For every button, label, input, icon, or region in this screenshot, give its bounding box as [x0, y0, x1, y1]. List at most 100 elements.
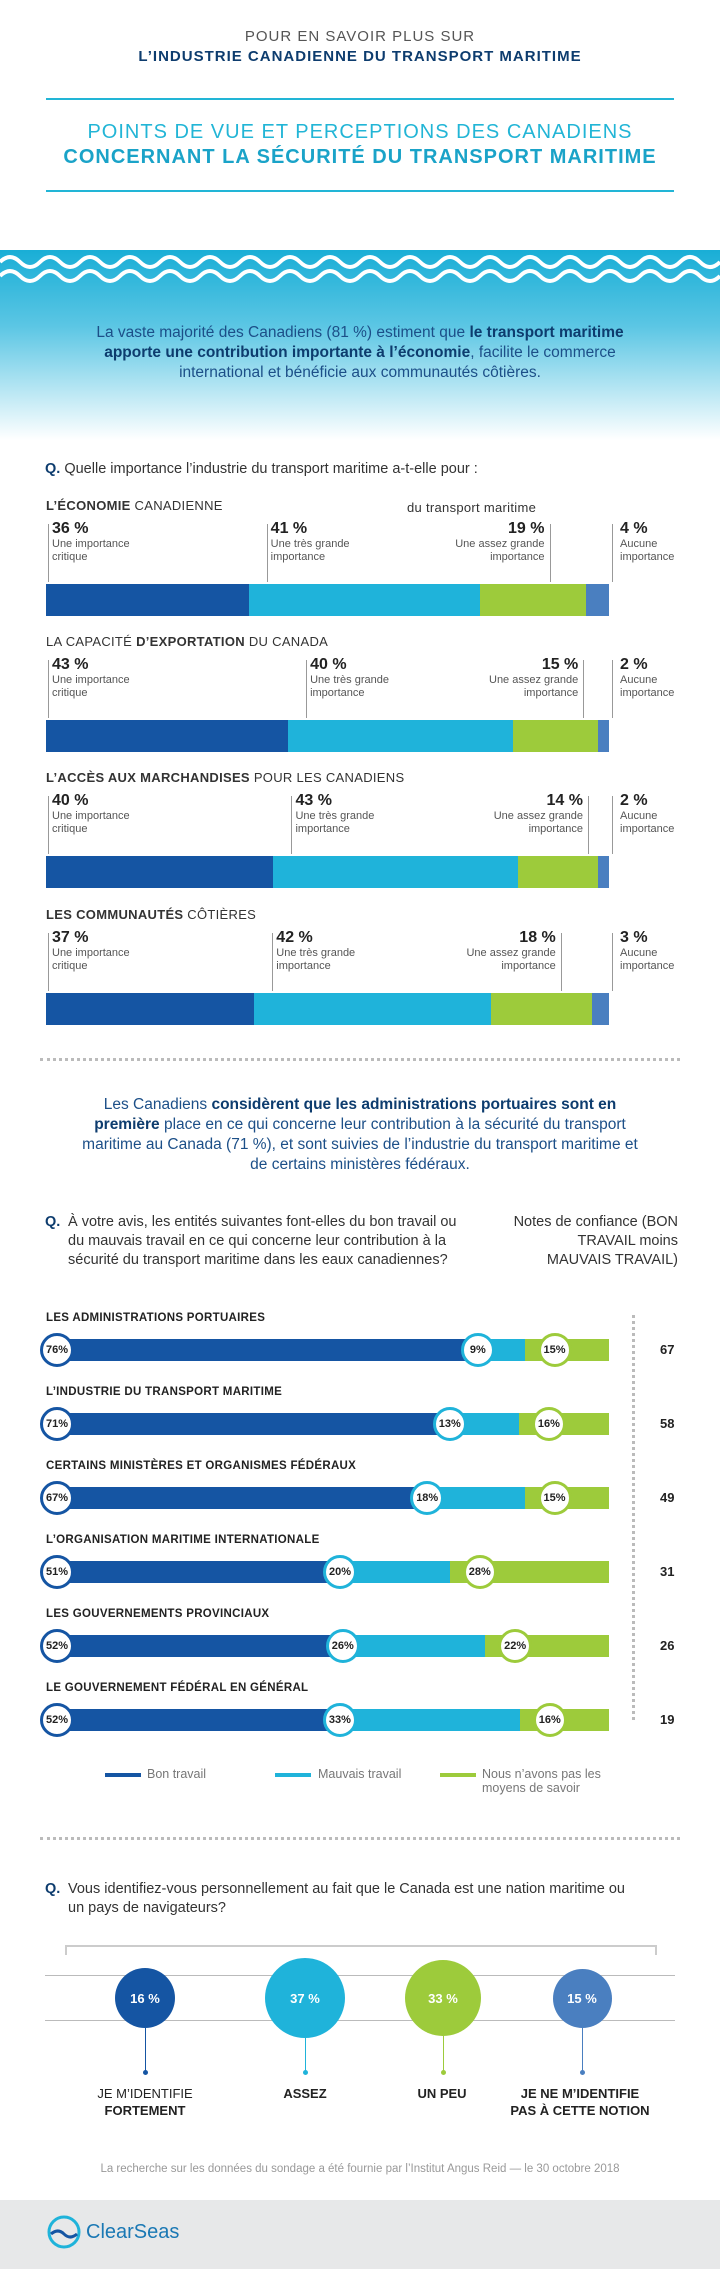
importance-segment-3-2 — [273, 856, 518, 888]
importance-pct: 43 % — [295, 792, 332, 809]
entity-value-circle: 13% — [432, 1407, 467, 1441]
leader-line — [48, 660, 49, 718]
importance-segment-4-3 — [490, 993, 593, 1025]
confidence-score-header: Notes de confiance (BON TRAVAIL moins MA… — [513, 1214, 678, 1268]
option-fairly: ASSEZ — [283, 2086, 327, 2101]
circle-stem-dot — [580, 2070, 585, 2075]
importance-label-text: Une importance critique — [52, 674, 130, 699]
entity-value-circle: 15% — [537, 1333, 572, 1367]
importance-label-1-1: 36 % Une importance critique — [52, 520, 162, 564]
confidence-score-6: 19 — [660, 1712, 675, 1727]
identification-circle-3: 33 % — [405, 1960, 481, 2036]
entity-title-3: CERTAINS MINISTÈRES ET ORGANISMES FÉDÉRA… — [46, 1460, 357, 1472]
page-title-line-1: POINTS DE VUE ET PERCEPTIONS DES CANADIE… — [87, 121, 633, 143]
legend-swatch-bad — [275, 1773, 311, 1777]
leader-line — [612, 660, 613, 718]
importance-label-text: Une assez grande importance — [455, 538, 545, 563]
confidence-score-3: 49 — [660, 1490, 675, 1505]
entity-segment-6-2 — [335, 1709, 520, 1731]
entity-value-circle: 20% — [323, 1555, 358, 1589]
circle-stem-dot — [441, 2070, 446, 2075]
importance-label-text: Aucune importance — [620, 810, 675, 835]
kicker-line-1: POUR EN SAVOIR PLUS SUR — [244, 28, 476, 45]
importance-pct: 41 % — [270, 520, 308, 537]
logo-text[interactable]: ClearSeas — [86, 2221, 180, 2243]
importance-pct: 4 % — [620, 520, 648, 537]
leader-line — [48, 796, 49, 854]
importance-pct: 18 % — [519, 929, 556, 946]
entity-value-circle: 18% — [410, 1481, 445, 1515]
entity-value-circle: 51% — [40, 1555, 74, 1589]
entity-value-circle: 52% — [40, 1703, 74, 1737]
entity-title-2: L’INDUSTRIE DU TRANSPORT MARITIME — [46, 1386, 283, 1398]
confidence-score-1: 67 — [660, 1342, 675, 1357]
legend-swatch-unknown — [440, 1773, 476, 1777]
entity-value-circle: 16% — [532, 1703, 567, 1737]
importance-label-text: Une très grande importance — [295, 810, 375, 835]
circle-stem — [443, 2036, 444, 2072]
importance-pct: 37 % — [52, 929, 89, 946]
entity-value-circle: 67% — [40, 1481, 74, 1515]
option-strongly: JE M’IDENTIFIE FORTEMENT — [97, 2086, 193, 2118]
importance-segment-1-4 — [586, 584, 609, 616]
importance-segment-1-2 — [248, 584, 480, 616]
entity-value-circle: 33% — [322, 1703, 357, 1737]
entity-value-circle: 9% — [460, 1333, 495, 1367]
q3-question: Vous identifiez-vous personnellement au … — [68, 1881, 625, 1916]
importance-bar-1 — [46, 584, 609, 616]
entity-value-circle: 76% — [40, 1333, 74, 1367]
importance-label-2-4: 2 % Aucune importance — [620, 656, 700, 700]
importance-bar-3 — [46, 856, 609, 888]
confidence-score-4: 31 — [660, 1564, 675, 1579]
importance-pct: 14 % — [546, 792, 583, 809]
importance-segment-2-4 — [597, 720, 609, 752]
leader-line — [266, 524, 268, 582]
importance-label-text: Une importance critique — [52, 947, 130, 972]
page-title-line-2: CONCERNANT LA SÉCURITÉ DU TRANSPORT MARI… — [63, 146, 657, 168]
importance-label-text: Aucune importance — [620, 674, 675, 699]
entity-segment-3-1 — [46, 1487, 424, 1509]
confidence-score-2: 58 — [660, 1416, 675, 1431]
importance-label-text: Une très grande importance — [310, 674, 389, 699]
importance-segment-4-1 — [46, 993, 255, 1025]
importance-label-text: Une très grande importance — [270, 538, 350, 563]
entity-title-6: LE GOUVERNEMENT FÉDÉRAL EN GÉNÉRAL — [46, 1682, 309, 1694]
importance-pct: 40 % — [310, 656, 347, 673]
entity-title-1: LES ADMINISTRATIONS PORTUAIRES — [46, 1312, 266, 1324]
importance-segment-1-1 — [46, 584, 249, 616]
entity-bar-1 — [46, 1339, 609, 1361]
option-somewhat: UN PEU — [417, 2086, 467, 2101]
entity-segment-5-1 — [46, 1635, 339, 1657]
importance-label-text: Une assez grande importance — [466, 947, 556, 972]
top-rule — [46, 98, 674, 100]
circle-stem-dot — [303, 2070, 308, 2075]
importance-segment-1-3 — [479, 584, 587, 616]
leader-line — [48, 524, 49, 582]
section-title-4: LES COMMUNAUTÉS CÔTIÈRES — [46, 907, 257, 922]
title-rule — [46, 190, 674, 192]
leader-line — [48, 933, 49, 991]
importance-label-2-2: 40 % Une très grande importance — [310, 656, 420, 700]
entity-segment-5-2 — [338, 1635, 486, 1657]
entity-value-circle: 22% — [498, 1629, 533, 1663]
importance-pct: 2 % — [620, 792, 648, 809]
importance-label-3-2: 43 % Une très grande importance — [295, 792, 405, 836]
importance-label-3-1: 40 % Une importance critique — [52, 792, 162, 836]
leader-line — [612, 524, 613, 582]
section-title-1: L’ÉCONOMIE CANADIENNE — [46, 498, 223, 513]
entity-segment-6-1 — [46, 1709, 336, 1731]
q2-question: À votre avis, les entités suivantes font… — [68, 1214, 457, 1268]
intro-text: La vaste majorité des Canadiens (81 %) e… — [96, 324, 624, 381]
entity-bar-2 — [46, 1413, 609, 1435]
entity-title-4: L’ORGANISATION MARITIME INTERNATIONALE — [46, 1534, 320, 1546]
importance-segment-2-2 — [288, 720, 514, 752]
importance-pct: 15 % — [541, 656, 579, 673]
importance-label-4-2: 42 % Une très grande importance — [276, 929, 386, 973]
circle-stem — [582, 2027, 583, 2072]
entity-value-circle: 26% — [325, 1629, 360, 1663]
importance-label-text: Aucune importance — [620, 538, 675, 563]
q3-frame-left — [65, 1945, 67, 1955]
source-note: La recherche sur les données du sondage … — [100, 2163, 620, 2175]
section-title-3: L’ACCÈS AUX MARCHANDISES POUR LES CANADI… — [46, 770, 405, 785]
entity-bar-6 — [46, 1709, 609, 1731]
